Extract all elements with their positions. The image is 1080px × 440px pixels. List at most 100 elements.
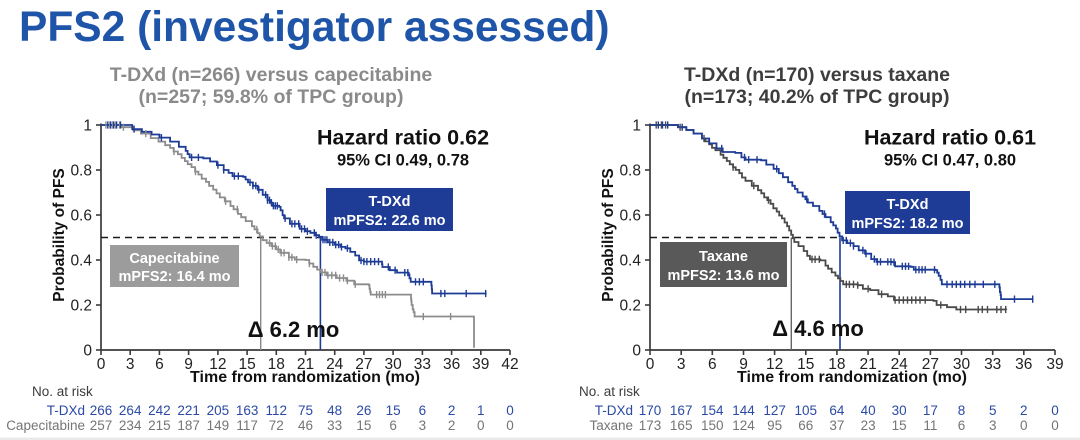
svg-text:6: 6 <box>389 418 397 433</box>
svg-text:48: 48 <box>327 403 342 418</box>
svg-text:T-DXd: T-DXd <box>369 194 411 210</box>
svg-text:Probability of PFS: Probability of PFS <box>51 168 68 301</box>
svg-text:0.4: 0.4 <box>619 253 641 270</box>
svg-text:mPFS2: 22.6 mo: mPFS2: 22.6 mo <box>333 213 445 229</box>
svg-text:Δ 6.2 mo: Δ 6.2 mo <box>248 317 340 342</box>
svg-text:0.8: 0.8 <box>619 163 641 180</box>
svg-text:24: 24 <box>891 356 909 373</box>
svg-text:163: 163 <box>236 403 259 418</box>
svg-text:T-DXd (n=266) versus capecitab: T-DXd (n=266) versus capecitabine <box>110 64 433 86</box>
svg-text:6: 6 <box>708 356 717 373</box>
svg-text:17: 17 <box>923 403 938 418</box>
svg-text:39: 39 <box>1046 356 1063 373</box>
svg-text:42: 42 <box>501 356 518 373</box>
svg-text:Capecitabine: Capecitabine <box>6 418 85 433</box>
svg-text:24: 24 <box>326 356 344 373</box>
svg-text:40: 40 <box>861 403 876 418</box>
svg-text:167: 167 <box>670 403 693 418</box>
svg-text:T-DXd: T-DXd <box>887 197 929 213</box>
svg-text:165: 165 <box>670 418 693 433</box>
svg-text:0: 0 <box>97 356 106 373</box>
svg-text:3: 3 <box>126 356 135 373</box>
svg-text:No. at risk: No. at risk <box>32 384 93 399</box>
svg-text:221: 221 <box>177 403 200 418</box>
svg-text:6: 6 <box>958 418 966 433</box>
svg-text:mPFS2: 16.4 mo: mPFS2: 16.4 mo <box>118 269 230 285</box>
svg-text:15: 15 <box>892 418 907 433</box>
svg-text:154: 154 <box>701 403 724 418</box>
svg-text:No. at risk: No. at risk <box>579 384 640 399</box>
svg-text:18: 18 <box>828 356 845 373</box>
svg-text:15: 15 <box>356 418 371 433</box>
svg-text:12: 12 <box>766 356 783 373</box>
svg-text:257: 257 <box>90 418 113 433</box>
svg-text:30: 30 <box>892 403 907 418</box>
svg-text:26: 26 <box>356 403 371 418</box>
svg-text:Capecitabine: Capecitabine <box>129 251 219 267</box>
svg-text:15: 15 <box>238 356 255 373</box>
svg-text:Δ 4.6 mo: Δ 4.6 mo <box>772 316 864 341</box>
svg-text:6: 6 <box>419 403 427 418</box>
svg-text:0.2: 0.2 <box>70 298 92 315</box>
svg-text:72: 72 <box>269 418 284 433</box>
svg-text:mPFS2: 18.2 mo: mPFS2: 18.2 mo <box>851 216 963 232</box>
svg-text:30: 30 <box>384 356 402 373</box>
svg-text:(n=257; 59.8% of TPC group): (n=257; 59.8% of TPC group) <box>139 86 404 108</box>
svg-text:Probability of PFS: Probability of PFS <box>600 168 617 301</box>
svg-text:3: 3 <box>419 418 427 433</box>
svg-text:8: 8 <box>958 403 966 418</box>
svg-text:0: 0 <box>1051 418 1059 433</box>
svg-text:0: 0 <box>646 356 655 373</box>
svg-text:75: 75 <box>298 403 313 418</box>
svg-text:0.4: 0.4 <box>70 253 92 270</box>
svg-text:0: 0 <box>1051 403 1059 418</box>
svg-text:0: 0 <box>632 343 641 360</box>
svg-text:173: 173 <box>639 418 662 433</box>
svg-text:Time from randomization (mo): Time from randomization (mo) <box>190 369 420 386</box>
svg-text:0.6: 0.6 <box>70 208 92 225</box>
svg-text:T-DXd (n=170) versus taxane: T-DXd (n=170) versus taxane <box>684 64 950 86</box>
svg-text:6: 6 <box>155 356 164 373</box>
svg-text:0: 0 <box>506 418 514 433</box>
svg-text:30: 30 <box>953 356 971 373</box>
svg-text:36: 36 <box>1015 356 1032 373</box>
svg-text:33: 33 <box>984 356 1001 373</box>
svg-text:105: 105 <box>795 403 818 418</box>
svg-text:21: 21 <box>297 356 314 373</box>
svg-text:3: 3 <box>677 356 686 373</box>
svg-text:95% CI 0.47, 0.80: 95% CI 0.47, 0.80 <box>884 152 1016 170</box>
svg-text:39: 39 <box>472 356 489 373</box>
svg-text:64: 64 <box>829 403 845 418</box>
svg-text:27: 27 <box>922 356 939 373</box>
svg-text:2: 2 <box>448 403 456 418</box>
svg-text:215: 215 <box>148 418 171 433</box>
svg-text:170: 170 <box>639 403 662 418</box>
svg-text:Time from randomization (mo): Time from randomization (mo) <box>737 369 967 386</box>
svg-text:Hazard ratio 0.62: Hazard ratio 0.62 <box>317 126 489 150</box>
svg-text:264: 264 <box>119 403 142 418</box>
svg-text:23: 23 <box>861 418 876 433</box>
svg-text:36: 36 <box>443 356 460 373</box>
svg-text:T-DXd: T-DXd <box>47 403 85 418</box>
svg-text:242: 242 <box>148 403 171 418</box>
svg-text:0.6: 0.6 <box>619 208 641 225</box>
svg-text:1: 1 <box>83 118 92 135</box>
svg-text:0: 0 <box>83 343 92 360</box>
svg-text:5: 5 <box>989 403 997 418</box>
svg-text:144: 144 <box>732 403 755 418</box>
svg-text:15: 15 <box>797 356 814 373</box>
svg-text:149: 149 <box>207 418 230 433</box>
svg-text:18: 18 <box>268 356 285 373</box>
svg-text:0: 0 <box>506 403 514 418</box>
svg-text:95% CI 0.49, 0.78: 95% CI 0.49, 0.78 <box>337 152 469 170</box>
svg-text:0.2: 0.2 <box>619 298 641 315</box>
svg-text:1: 1 <box>632 118 641 135</box>
svg-text:66: 66 <box>798 418 813 433</box>
svg-text:2: 2 <box>1020 403 1028 418</box>
svg-text:205: 205 <box>207 403 230 418</box>
svg-text:12: 12 <box>209 356 226 373</box>
svg-text:0: 0 <box>1020 418 1028 433</box>
svg-text:21: 21 <box>859 356 876 373</box>
svg-text:0: 0 <box>477 418 485 433</box>
svg-text:37: 37 <box>829 418 844 433</box>
